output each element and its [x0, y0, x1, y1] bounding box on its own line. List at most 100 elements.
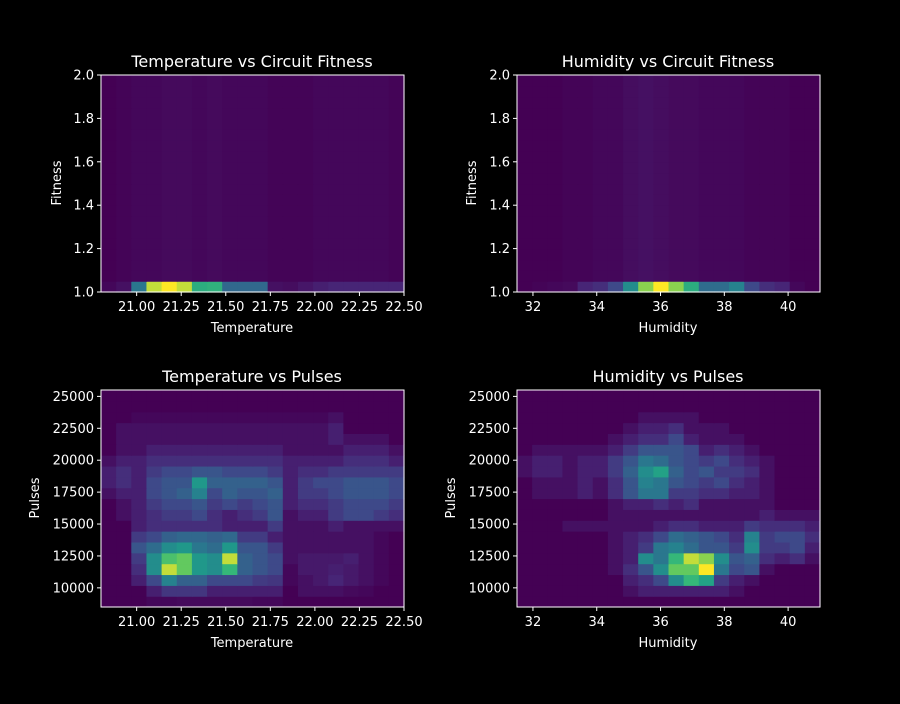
heatmap-cell	[282, 270, 299, 282]
heatmap-cell	[729, 498, 745, 510]
y-tick-label: 1.6	[489, 155, 510, 170]
heatmap-cell	[358, 444, 375, 456]
heatmap-cell	[804, 390, 821, 402]
heatmap-cell	[668, 270, 685, 282]
heatmap-cell	[683, 270, 700, 282]
heatmap-cell	[282, 509, 299, 521]
heatmap-cell	[713, 183, 730, 195]
heatmap-cell	[328, 509, 344, 521]
heatmap-cell	[176, 172, 193, 185]
heatmap-cell	[161, 107, 178, 119]
heatmap-cell	[313, 476, 329, 489]
heatmap-cell	[547, 107, 564, 119]
heatmap-cell	[252, 118, 269, 130]
heatmap-cell	[623, 476, 639, 489]
heatmap-cell	[161, 541, 178, 554]
heatmap-cell	[146, 422, 163, 434]
heatmap-cell	[358, 248, 375, 261]
heatmap-cell	[683, 465, 700, 478]
heatmap-cell	[328, 596, 344, 608]
heatmap-cells	[517, 75, 821, 293]
heatmap-cell	[547, 596, 564, 608]
heatmap-cell	[146, 520, 163, 532]
heatmap-cell	[653, 237, 670, 250]
heatmap-cell	[607, 85, 624, 98]
heatmap-cell	[282, 455, 299, 467]
heatmap-cell	[161, 281, 178, 293]
heatmap-cell	[532, 194, 548, 206]
heatmap-cell	[297, 237, 314, 250]
heatmap-cell	[161, 400, 178, 413]
heatmap-cell	[789, 194, 806, 206]
heatmap-cell	[532, 509, 548, 521]
heatmap-cell	[313, 259, 329, 271]
heatmap-cell	[577, 498, 594, 510]
heatmap-cell	[388, 465, 405, 478]
heatmap-cell	[146, 129, 163, 141]
heatmap-cell	[653, 107, 670, 119]
heatmap-cell	[297, 411, 314, 424]
heatmap-cell	[222, 237, 238, 250]
heatmap-cell	[547, 531, 564, 543]
heatmap-cell	[532, 411, 548, 424]
heatmap-cell	[222, 390, 238, 402]
heatmap-cell	[577, 150, 594, 163]
heatmap-cell	[532, 444, 548, 456]
heatmap-cell	[517, 455, 533, 467]
heatmap-cell	[252, 172, 269, 185]
heatmap-cell	[131, 444, 148, 456]
heatmap-cell	[267, 541, 284, 554]
heatmap-cell	[638, 107, 654, 119]
heatmap-cell	[237, 400, 254, 413]
heatmap-cell	[161, 140, 178, 152]
heatmap-cell	[388, 118, 405, 130]
heatmap-cell	[222, 216, 238, 228]
heatmap-cell	[237, 150, 254, 163]
heatmap-cell	[161, 161, 178, 174]
heatmap-cell	[222, 248, 238, 261]
heatmap-cell	[282, 183, 299, 195]
heatmap-cell	[517, 248, 533, 261]
heatmap-cell	[729, 107, 745, 119]
heatmap-cell	[623, 552, 639, 565]
heatmap-cell	[131, 96, 148, 109]
heatmap-cell	[729, 270, 745, 282]
heatmap-cell	[713, 390, 730, 402]
heatmap-cell	[252, 226, 269, 239]
heatmap-cell	[176, 237, 193, 250]
heatmap-cell	[668, 150, 685, 163]
heatmap-cell	[577, 476, 594, 489]
heatmap-cell	[282, 596, 299, 608]
heatmap-cell	[101, 75, 117, 87]
heatmap-cell	[577, 585, 594, 597]
y-tick-label: 1.8	[73, 112, 94, 127]
heatmap-cell	[313, 216, 329, 228]
heatmap-cell	[101, 509, 117, 521]
heatmap-cell	[713, 531, 730, 543]
heatmap-cell	[562, 96, 579, 109]
heatmap-cell	[592, 444, 609, 456]
heatmap-cell	[532, 270, 548, 282]
heatmap-cell	[517, 433, 533, 445]
heatmap-cell	[191, 281, 208, 293]
heatmap-cell	[161, 390, 178, 402]
heatmap-cell	[668, 455, 685, 467]
heatmap-cell	[282, 281, 299, 293]
heatmap-cell	[191, 487, 208, 500]
heatmap-cell	[328, 520, 344, 532]
heatmap-cell	[592, 226, 609, 239]
heatmap-cell	[282, 216, 299, 228]
heatmap-cell	[161, 411, 178, 424]
heatmap-cell	[789, 259, 806, 271]
heatmap-cell	[713, 498, 730, 510]
heatmap-cell	[668, 281, 685, 293]
heatmap-cell	[267, 520, 284, 532]
heatmap-cell	[547, 270, 564, 282]
heatmap-cell	[592, 107, 609, 119]
heatmap-cell	[683, 498, 700, 510]
heatmap-cell	[373, 237, 390, 250]
heatmap-cell	[207, 400, 223, 413]
heatmap-cell	[668, 96, 685, 109]
heatmap-cell	[562, 574, 579, 586]
